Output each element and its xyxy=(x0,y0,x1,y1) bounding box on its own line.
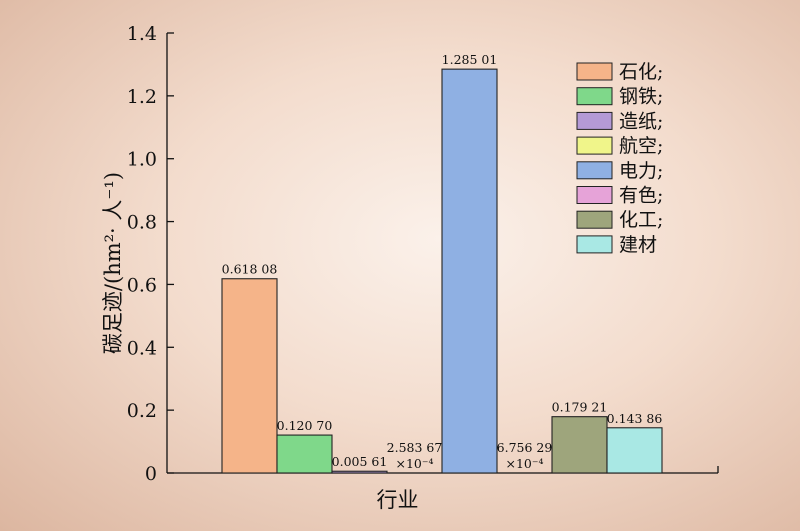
data-label: 0.618 08 xyxy=(222,262,278,277)
bar xyxy=(441,68,498,474)
data-label: 6.756 29 xyxy=(497,440,553,455)
data-label: 0.143 86 xyxy=(607,411,663,426)
bar xyxy=(606,427,663,474)
legend-label: 造纸; xyxy=(619,110,663,132)
y-tick-label: 0.2 xyxy=(127,400,157,422)
y-tick-label: 1.4 xyxy=(127,23,157,45)
y-tick-label: 0.6 xyxy=(127,274,157,296)
legend-swatch xyxy=(576,136,613,155)
legend-label: 建材 xyxy=(619,234,657,256)
data-label: 1.285 01 xyxy=(442,52,498,67)
bar xyxy=(221,278,278,474)
y-tick-label: 1.2 xyxy=(127,86,157,108)
data-label: 0.120 70 xyxy=(277,418,333,433)
legend-label: 化工; xyxy=(619,209,663,231)
legend-swatch xyxy=(576,235,613,254)
legend-label: 石化; xyxy=(619,61,663,83)
legend-swatch xyxy=(576,62,613,81)
legend-swatch xyxy=(576,111,613,130)
x-axis-title: 行业 xyxy=(377,488,419,512)
data-label: 2.583 67 xyxy=(387,440,443,455)
bar xyxy=(276,434,333,474)
legend-label: 电力; xyxy=(619,160,663,182)
data-label-exponent: ×10⁻⁴ xyxy=(506,456,544,471)
legend-swatch xyxy=(576,186,613,204)
y-tick-label: 0.8 xyxy=(127,212,157,234)
legend-swatch xyxy=(576,87,613,106)
data-label-exponent: ×10⁻⁴ xyxy=(396,456,434,471)
legend-label: 钢铁; xyxy=(619,86,663,108)
y-tick-label: 0 xyxy=(145,463,157,485)
y-tick-label: 1.0 xyxy=(127,149,157,171)
legend-swatch xyxy=(576,210,613,229)
bar xyxy=(331,470,388,474)
bar xyxy=(551,416,608,474)
legend-swatch xyxy=(576,161,613,180)
y-tick-label: 0.4 xyxy=(127,337,157,359)
legend-label: 有色; xyxy=(619,185,663,207)
y-axis-title: 碳足迹/(hm²· 人⁻¹) xyxy=(101,172,125,354)
legend-label: 航空; xyxy=(619,135,663,157)
data-label: 0.179 21 xyxy=(552,400,608,415)
data-label: 0.005 61 xyxy=(332,454,388,469)
